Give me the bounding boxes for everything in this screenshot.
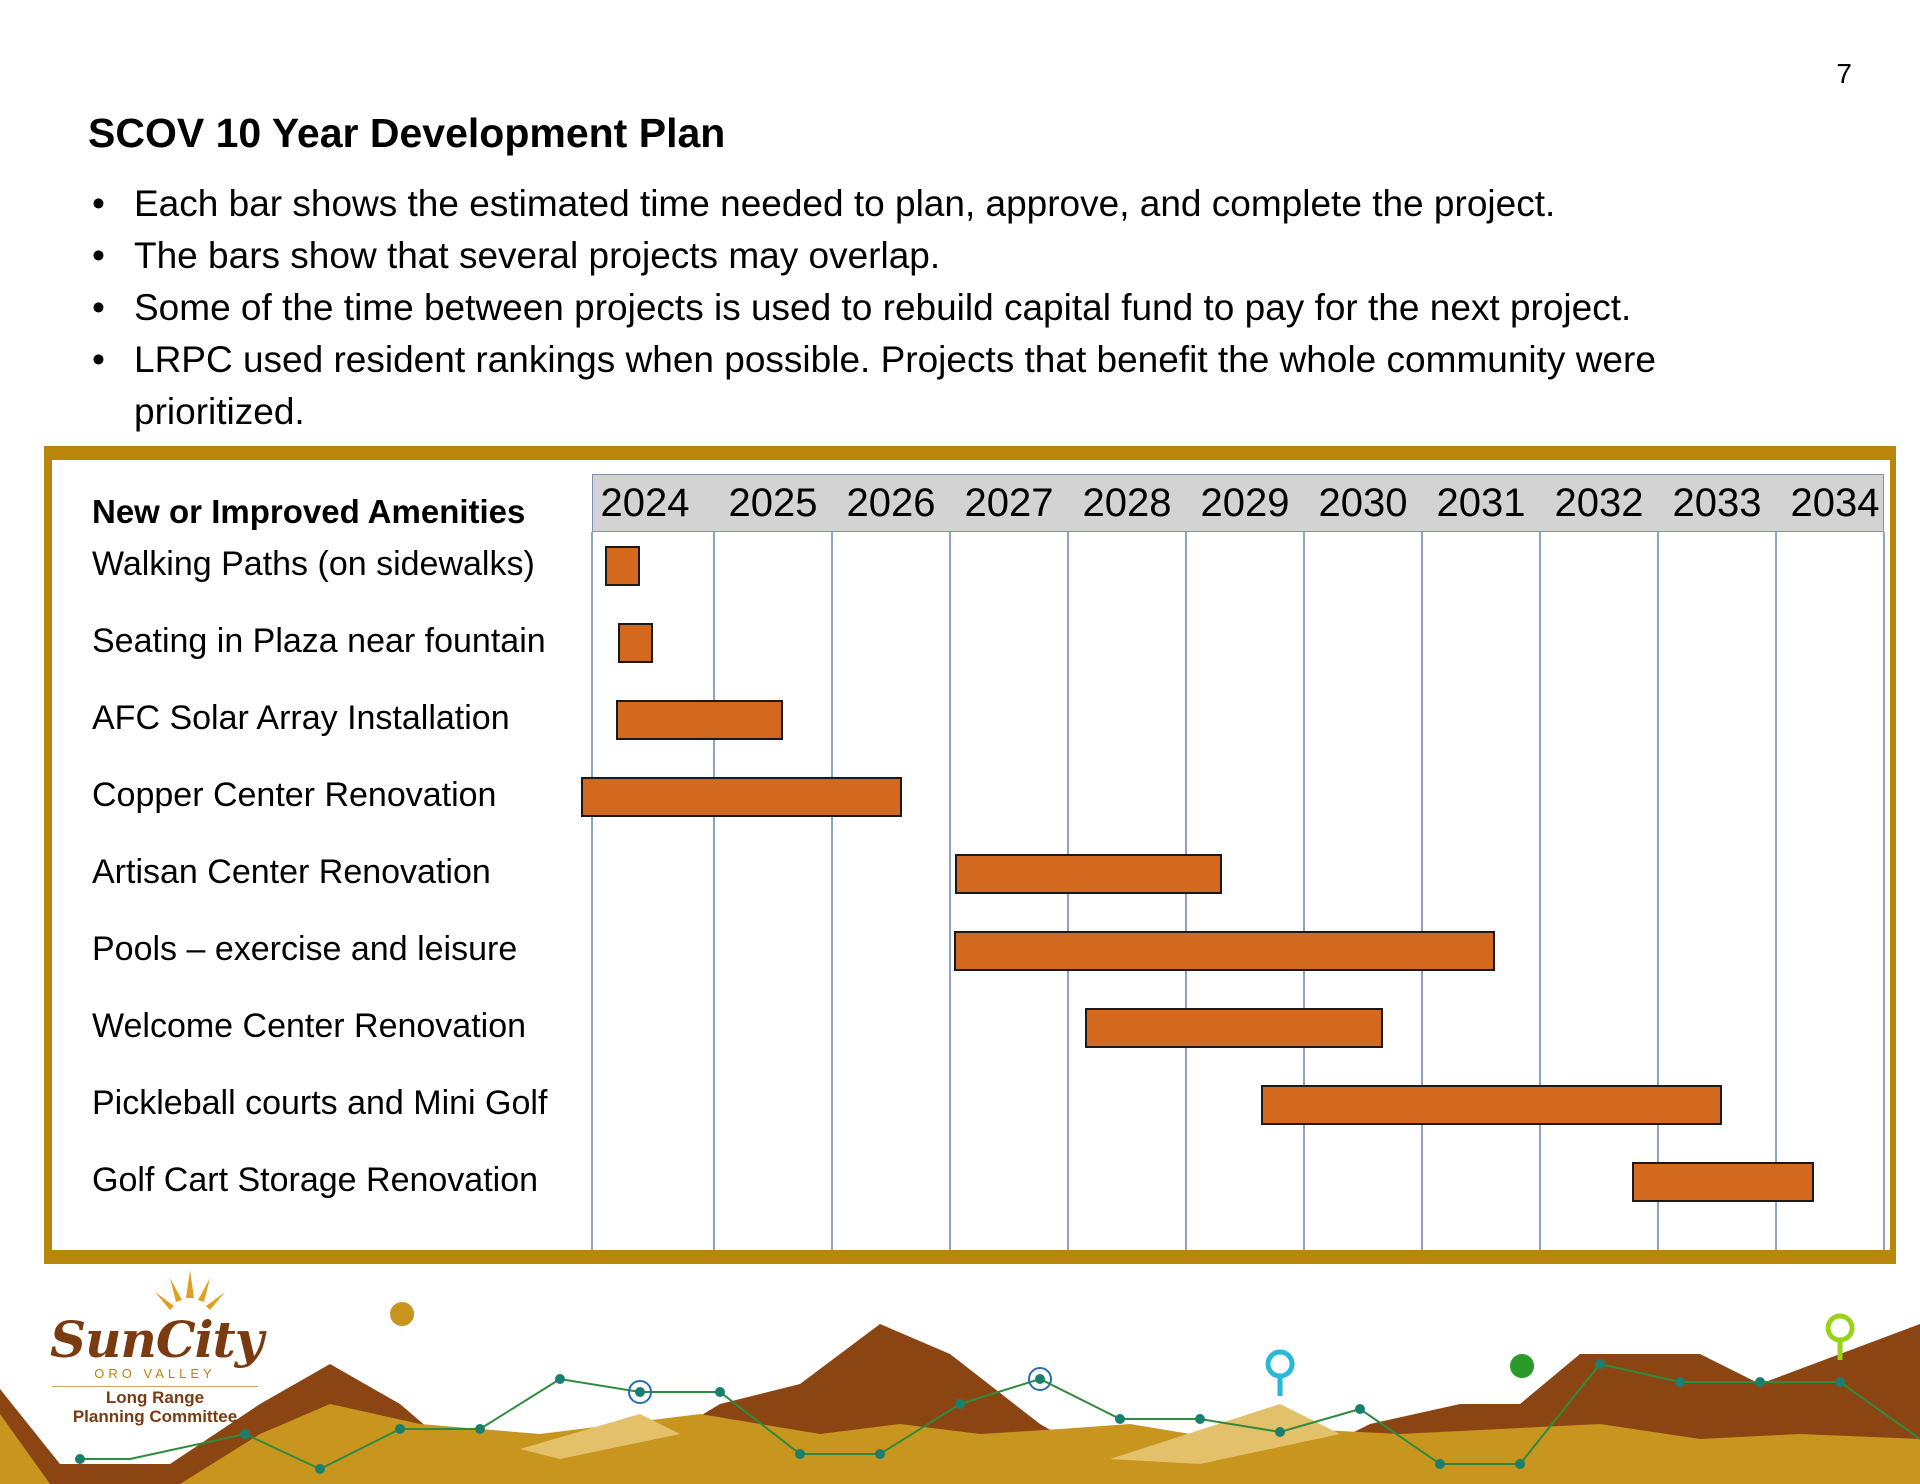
location-pin-icon [390, 1302, 1855, 1398]
mountain-gold [0, 1414, 50, 1484]
task-bar [955, 854, 1223, 894]
mountain-light-right [1110, 1404, 1340, 1464]
trail-dots [75, 1359, 1845, 1474]
bullet-marker: • [92, 287, 105, 328]
task-label: Walking Paths (on sidewalks) [92, 545, 535, 583]
task-label: Welcome Center Renovation [92, 1007, 527, 1045]
year-label-2029: 2029 [1200, 481, 1290, 525]
year-label-2028: 2028 [1082, 481, 1172, 525]
gantt-gridline [831, 532, 833, 1250]
footer-landscape [0, 1302, 1920, 1484]
bullet-marker: • [92, 235, 105, 276]
task-label: Golf Cart Storage Renovation [92, 1161, 539, 1199]
task-bar [1260, 1085, 1723, 1125]
amenities-header: New or Improved Amenities [92, 493, 526, 530]
bullet-text: Some of the time between projects is use… [134, 287, 1632, 328]
task-bar [615, 700, 784, 740]
gantt-gridline [1421, 532, 1423, 1250]
task-label: Pools – exercise and leisure [92, 930, 518, 968]
gantt-gridline [1775, 532, 1777, 1250]
bullet-marker: • [92, 339, 105, 380]
year-label-2030: 2030 [1318, 481, 1408, 525]
logo-committee-line1: Long Range [105, 1388, 205, 1407]
year-label-2031: 2031 [1436, 481, 1526, 525]
gantt-gridline [1539, 532, 1541, 1250]
task-label: Artisan Center Renovation [92, 853, 491, 891]
logo-divider [52, 1386, 258, 1387]
gantt-gridline [1883, 532, 1885, 1250]
task-label: Copper Center Renovation [92, 776, 497, 814]
gantt-gridline [591, 532, 593, 1250]
bullet-item: • LRPC used resident rankings when possib… [88, 334, 1828, 438]
logo-location-text: ORO VALLEY [94, 1366, 216, 1381]
gantt-gridline [713, 532, 715, 1250]
logo-brand-text: SunCity [50, 1310, 264, 1369]
trail-ring-markers [628, 1367, 1052, 1404]
task-bar [954, 931, 1495, 971]
trail-line [80, 1362, 1920, 1471]
year-label-2034: 2034 [1790, 481, 1880, 525]
bullet-item: • The bars show that several projects may… [88, 230, 1828, 282]
logo-committee-line2: Planning Committee [72, 1407, 238, 1426]
logo-committee-text: Long Range Planning Committee [50, 1388, 260, 1426]
page-number: 7 [1836, 58, 1852, 89]
mountain-light [520, 1414, 680, 1459]
bullet-text: LRPC used resident rankings when possibl… [134, 339, 1656, 432]
task-bar [1085, 1008, 1383, 1048]
task-label: Seating in Plaza near fountain [92, 622, 546, 660]
bullet-marker: • [92, 183, 105, 224]
task-bar [617, 623, 654, 663]
year-label-2024: 2024 [600, 481, 690, 525]
year-label-2027: 2027 [964, 481, 1054, 525]
year-label-2025: 2025 [728, 481, 818, 525]
bullet-text: The bars show that several projects may … [134, 235, 941, 276]
task-bar [604, 546, 641, 586]
gantt-gridline [1303, 532, 1305, 1250]
year-label-2032: 2032 [1554, 481, 1644, 525]
year-label-2033: 2033 [1672, 481, 1762, 525]
gantt-gridline [949, 532, 951, 1250]
task-bar [581, 777, 903, 817]
gantt-chart: New or Improved Amenities 2024 2025 2026 20… [44, 446, 1896, 1264]
bullet-item: • Each bar shows the estimated time neede… [88, 178, 1828, 230]
task-label: Pickleball courts and Mini Golf [92, 1084, 548, 1122]
slide-title: SCOV 10 Year Development Plan [88, 110, 726, 156]
task-bar [1631, 1162, 1815, 1202]
bullet-text: Each bar shows the estimated time needed… [134, 183, 1556, 224]
sun-rays-icon [155, 1270, 225, 1310]
bullet-item: • Some of the time between projects is us… [88, 282, 1828, 334]
task-label: AFC Solar Array Installation [92, 699, 510, 737]
suncity-logo: SunCity ORO VALLEY Long Range Planning C… [50, 1268, 264, 1428]
bullet-list: • Each bar shows the estimated time neede… [88, 178, 1828, 438]
year-label-2026: 2026 [846, 481, 936, 525]
year-header-band [592, 474, 1884, 532]
gantt-gridline [1657, 532, 1659, 1250]
gantt-area: New or Improved Amenities 2024 2025 2026 20… [52, 460, 1890, 1250]
